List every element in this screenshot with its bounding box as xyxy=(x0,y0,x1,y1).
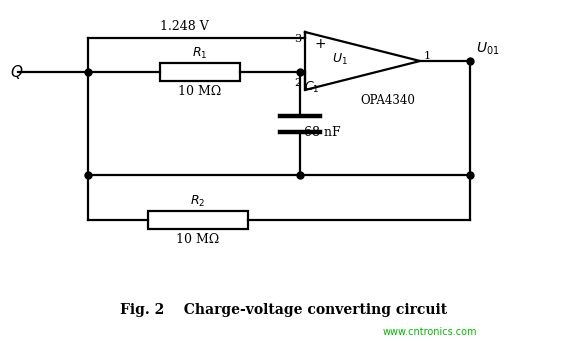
Text: 10 MΩ: 10 MΩ xyxy=(176,233,220,246)
Text: 68 nF: 68 nF xyxy=(304,125,341,138)
Text: 2: 2 xyxy=(294,78,301,88)
Text: 3: 3 xyxy=(294,34,301,44)
Text: $Q$: $Q$ xyxy=(10,63,23,81)
Text: $R_2$: $R_2$ xyxy=(191,194,205,209)
Text: 1: 1 xyxy=(424,51,431,61)
Text: +: + xyxy=(315,37,327,51)
Text: $C_1$: $C_1$ xyxy=(304,80,319,95)
Bar xyxy=(160,63,240,81)
Text: $R_1$: $R_1$ xyxy=(192,46,208,61)
Text: OPA4340: OPA4340 xyxy=(360,94,415,107)
Text: $U_{01}$: $U_{01}$ xyxy=(476,41,500,57)
Bar xyxy=(148,211,248,229)
Text: $U_1$: $U_1$ xyxy=(332,51,348,66)
Text: Fig. 2    Charge-voltage converting circuit: Fig. 2 Charge-voltage converting circuit xyxy=(121,303,448,317)
Text: www.cntronics.com: www.cntronics.com xyxy=(383,327,477,337)
Text: 1.248 V: 1.248 V xyxy=(160,20,209,33)
Text: 10 MΩ: 10 MΩ xyxy=(178,85,221,98)
